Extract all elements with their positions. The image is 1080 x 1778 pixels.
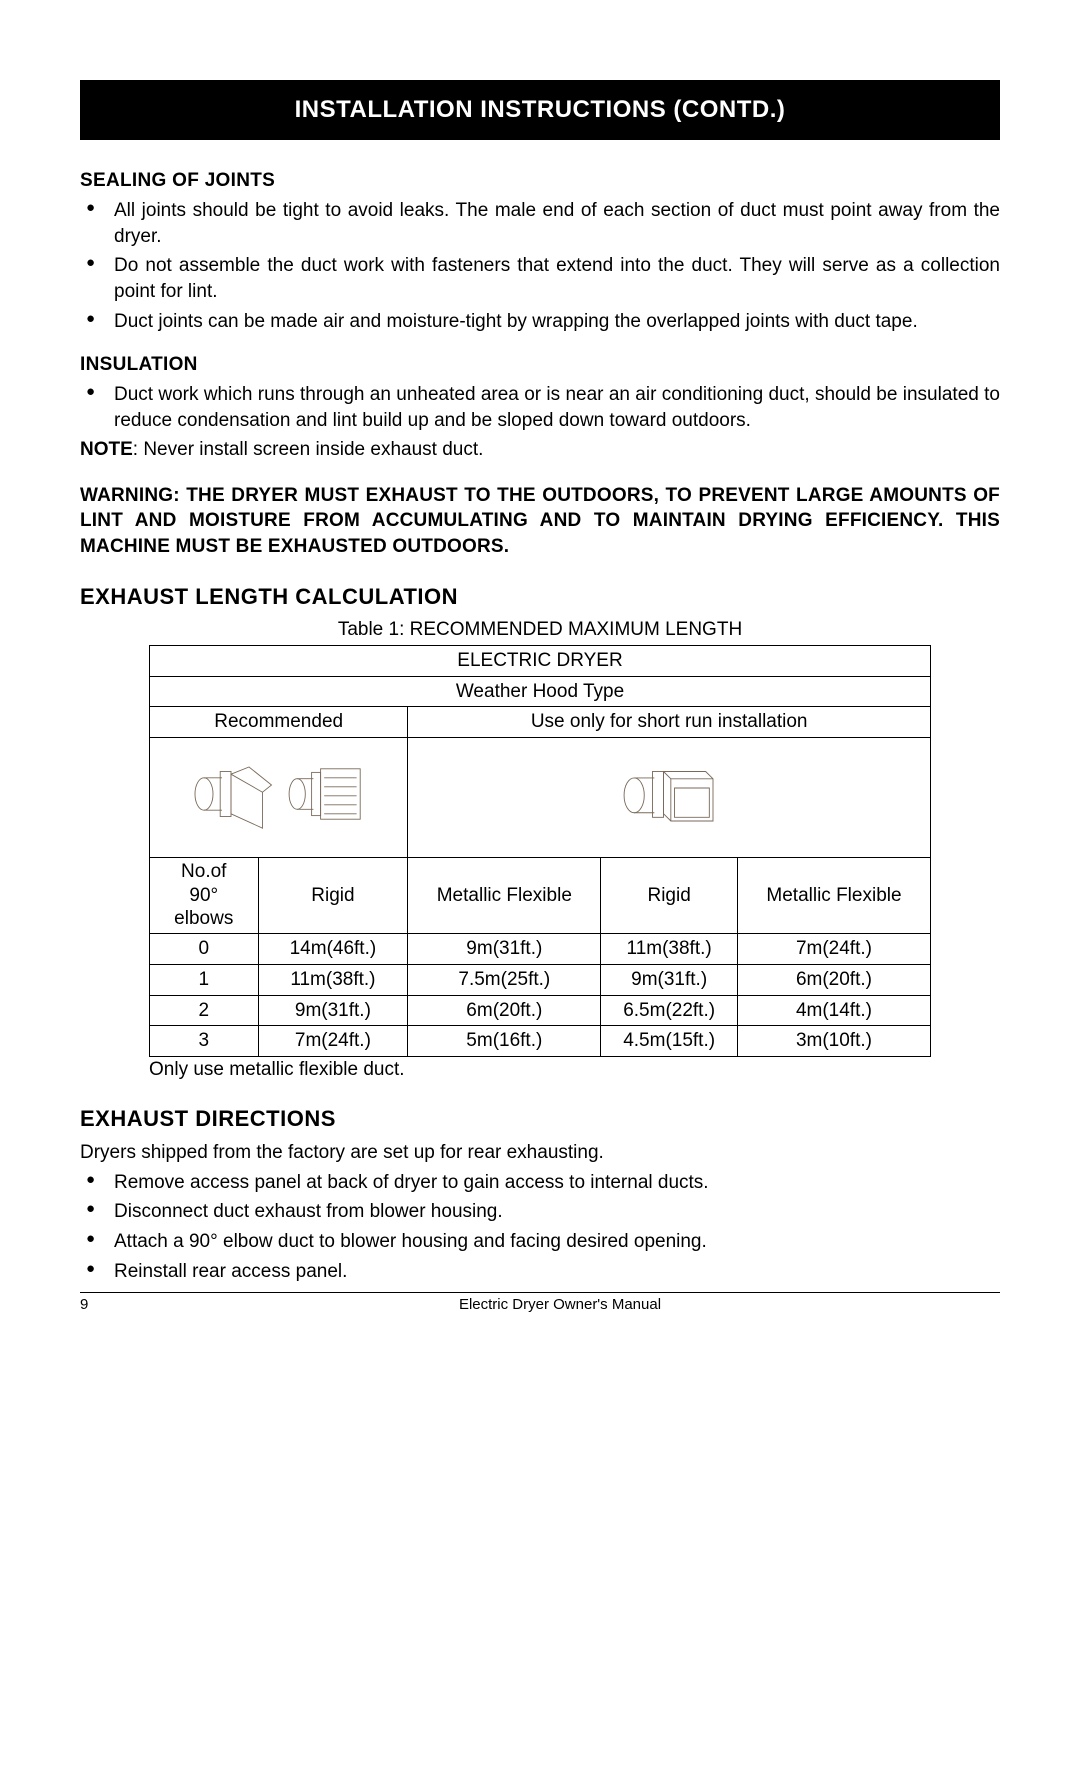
footer: 9 Electric Dryer Owner's Manual (80, 1292, 1000, 1315)
cell: 14m(46ft.) (258, 934, 408, 965)
insulation-section: INSULATION Duct work which runs through … (80, 352, 1000, 463)
directions-heading: EXHAUST DIRECTIONS (80, 1104, 1000, 1134)
hood-louvered-icon (281, 749, 371, 839)
only-use-note: Only use metallic flexible duct. (149, 1057, 1000, 1083)
cell: 5m(16ft.) (408, 1026, 601, 1057)
list-item: Reinstall rear access panel. (80, 1259, 1000, 1285)
cell: 0 (150, 934, 259, 965)
footer-title: Electric Dryer Owner's Manual (120, 1295, 1000, 1315)
table-row: 0 14m(46ft.) 9m(31ft.) 11m(38ft.) 7m(24f… (150, 934, 931, 965)
cell: 2 (150, 995, 259, 1026)
cell: 1 (150, 964, 259, 995)
page-number: 9 (80, 1295, 120, 1315)
col-header: No.of 90° elbows (150, 857, 259, 933)
list-item: Duct work which runs through an unheated… (80, 382, 1000, 433)
cell: 7m(24ft.) (737, 934, 930, 965)
col-header: Rigid (601, 857, 738, 933)
list-item: Disconnect duct exhaust from blower hous… (80, 1199, 1000, 1225)
cell: 3m(10ft.) (737, 1026, 930, 1057)
list-item: Remove access panel at back of dryer to … (80, 1170, 1000, 1196)
table-caption: Table 1: RECOMMENDED MAXIMUM LENGTH (80, 617, 1000, 643)
cell: 3 (150, 1026, 259, 1057)
cell: 9m(31ft.) (601, 964, 738, 995)
warning-block: WARNING: THE DRYER MUST EXHAUST TO THE O… (80, 483, 1000, 560)
sealing-list: All joints should be tight to avoid leak… (80, 198, 1000, 334)
table-row: 3 7m(24ft.) 5m(16ft.) 4.5m(15ft.) 3m(10f… (150, 1026, 931, 1057)
cell: 6m(20ft.) (408, 995, 601, 1026)
sealing-section: SEALING OF JOINTS All joints should be t… (80, 168, 1000, 334)
directions-list: Remove access panel at back of dryer to … (80, 1170, 1000, 1285)
cell: 11m(38ft.) (258, 964, 408, 995)
page-banner: INSTALLATION INSTRUCTIONS (CONTD.) (80, 80, 1000, 140)
cell: 4.5m(15ft.) (601, 1026, 738, 1057)
cell: 7.5m(25ft.) (408, 964, 601, 995)
table-row3-right: Use only for short run installation (408, 707, 931, 738)
col-header: Rigid (258, 857, 408, 933)
insulation-heading: INSULATION (80, 352, 1000, 378)
cell: 9m(31ft.) (408, 934, 601, 965)
list-item: Attach a 90° elbow duct to blower housin… (80, 1229, 1000, 1255)
cell: 6.5m(22ft.) (601, 995, 738, 1026)
list-item: Duct joints can be made air and moisture… (80, 309, 1000, 335)
cell: 6m(20ft.) (737, 964, 930, 995)
note-text: : Never install screen inside exhaust du… (133, 439, 484, 460)
hood-angled-icon (186, 749, 276, 839)
col-header: Metallic Flexible (737, 857, 930, 933)
directions-intro: Dryers shipped from the factory are set … (80, 1140, 1000, 1166)
sealing-heading: SEALING OF JOINTS (80, 168, 1000, 194)
col-header: Metallic Flexible (408, 857, 601, 933)
table-row: 1 11m(38ft.) 7.5m(25ft.) 9m(31ft.) 6m(20… (150, 964, 931, 995)
table-row3-left: Recommended (150, 707, 408, 738)
hood-shortrun-cell (408, 737, 931, 857)
calc-heading: EXHAUST LENGTH CALCULATION (80, 582, 1000, 612)
cell: 11m(38ft.) (601, 934, 738, 965)
list-item: Do not assemble the duct work with faste… (80, 253, 1000, 304)
exhaust-table: ELECTRIC DRYER Weather Hood Type Recomme… (149, 645, 931, 1057)
table-row2: Weather Hood Type (150, 676, 931, 707)
table-row1: ELECTRIC DRYER (150, 646, 931, 677)
hood-box-icon (614, 746, 724, 841)
table-row: 2 9m(31ft.) 6m(20ft.) 6.5m(22ft.) 4m(14f… (150, 995, 931, 1026)
cell: 7m(24ft.) (258, 1026, 408, 1057)
insulation-list: Duct work which runs through an unheated… (80, 382, 1000, 433)
note-label: NOTE (80, 439, 133, 460)
insulation-note: NOTE: Never install screen inside exhaus… (80, 437, 1000, 463)
hood-recommended-cell (150, 737, 408, 857)
cell: 9m(31ft.) (258, 995, 408, 1026)
cell: 4m(14ft.) (737, 995, 930, 1026)
list-item: All joints should be tight to avoid leak… (80, 198, 1000, 249)
